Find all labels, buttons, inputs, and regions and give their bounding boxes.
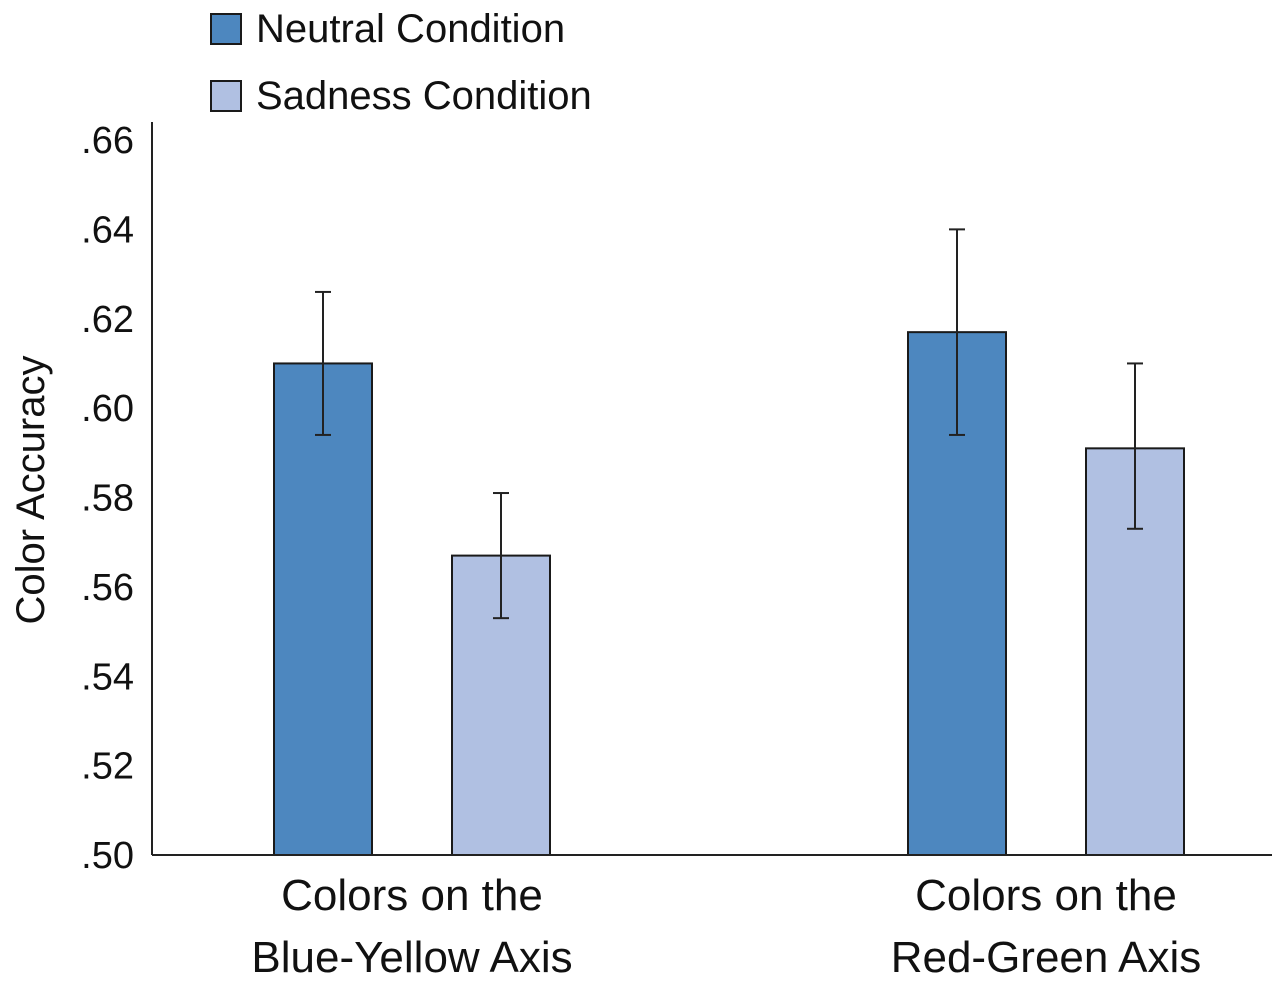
legend-label: Neutral Condition xyxy=(256,7,565,51)
y-tick-label: .62 xyxy=(81,299,134,341)
y-tick-label: .56 xyxy=(81,567,134,609)
x-category-label: Colors on the Red-Green Axis xyxy=(891,871,1202,982)
y-axis-title: Color Accuracy xyxy=(9,356,53,625)
error-bar xyxy=(315,290,331,436)
error-bar xyxy=(493,492,509,620)
y-tick-label: .64 xyxy=(81,209,134,251)
y-tick-label: .54 xyxy=(81,656,134,698)
legend: Neutral Condition Sadness Condition xyxy=(210,7,592,118)
y-tick-label: .66 xyxy=(81,120,134,162)
legend-swatch xyxy=(210,13,242,45)
y-tick-label: .52 xyxy=(81,746,134,788)
bars xyxy=(273,228,1185,856)
y-tick-label: .50 xyxy=(81,835,134,877)
error-bar xyxy=(1127,362,1143,530)
legend-label: Sadness Condition xyxy=(256,74,592,118)
error-bar xyxy=(949,228,965,436)
y-tick-label: .60 xyxy=(81,388,134,430)
x-category-label: Colors on the Blue-Yellow Axis xyxy=(251,871,572,982)
y-axis: .50 .52 .54 .56 .58 .60 .62 .64 .66 xyxy=(81,120,153,877)
y-tick-label: .58 xyxy=(81,478,134,520)
x-axis: Colors on the Blue-Yellow Axis Colors on t… xyxy=(152,854,1272,982)
legend-swatch xyxy=(210,80,242,112)
bar-0-0 xyxy=(273,362,373,856)
